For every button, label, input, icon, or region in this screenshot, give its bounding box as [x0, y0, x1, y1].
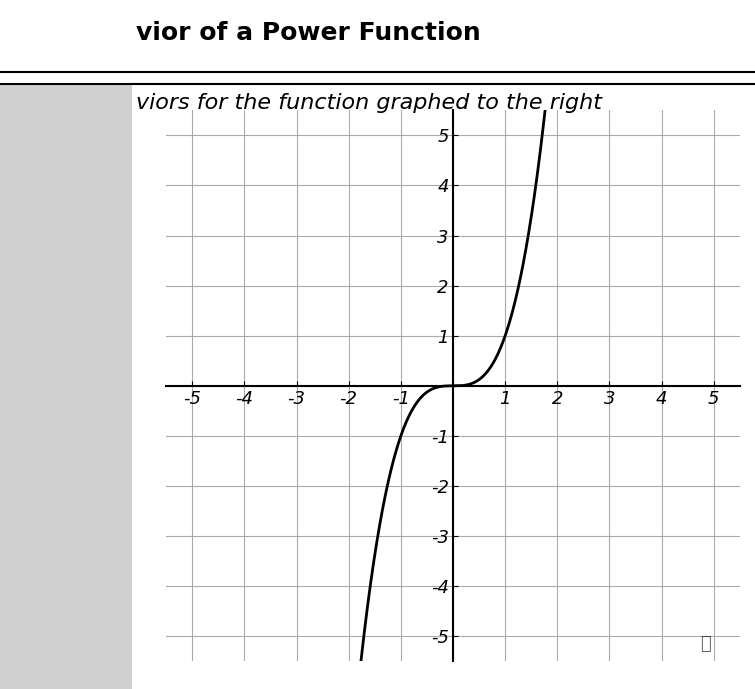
Text: 🔍: 🔍 [701, 635, 711, 653]
Text: viors for the function graphed to the right: viors for the function graphed to the ri… [136, 93, 602, 113]
Text: vior of a Power Function: vior of a Power Function [136, 21, 481, 45]
